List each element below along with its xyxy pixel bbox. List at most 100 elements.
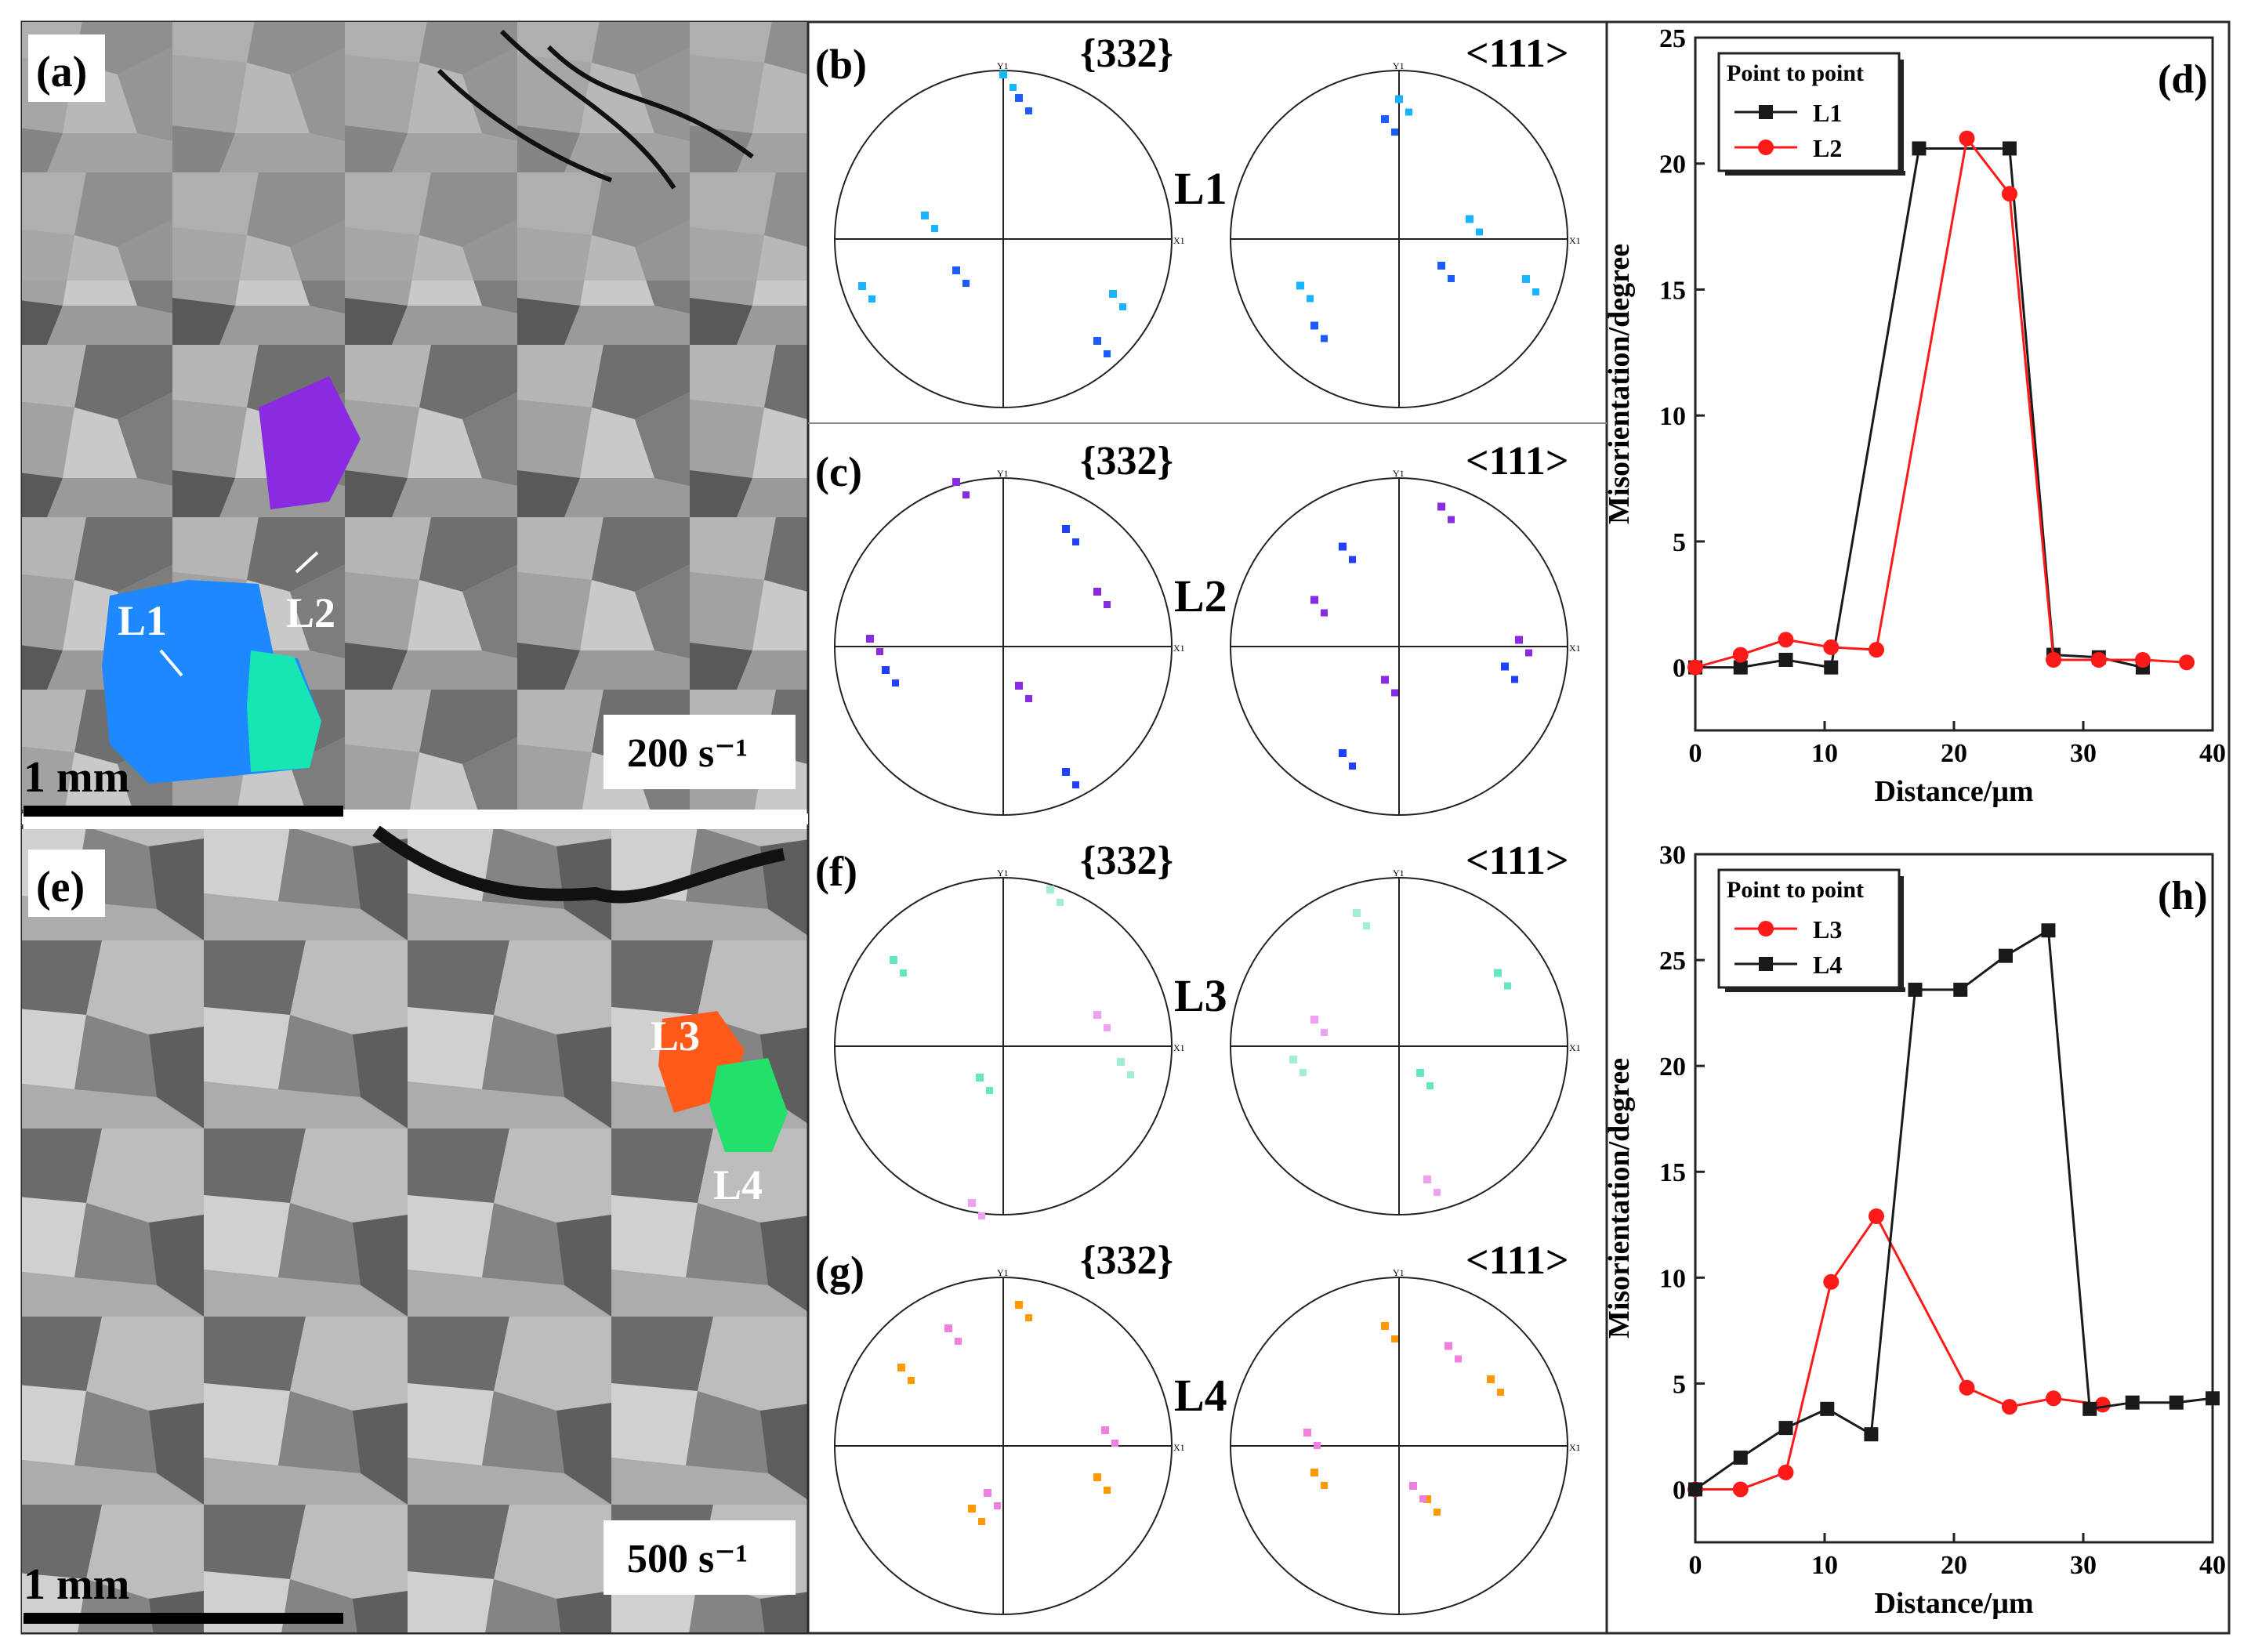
pole-dot bbox=[968, 1505, 976, 1513]
legend-label: L2 bbox=[1813, 134, 1842, 162]
pole-dot bbox=[1299, 1069, 1307, 1076]
pole-dot bbox=[1093, 1473, 1101, 1481]
pole-dot bbox=[931, 225, 938, 232]
pole-dot bbox=[900, 969, 907, 976]
pole-dot bbox=[1353, 909, 1361, 917]
y-tick-label: 15 bbox=[1659, 1158, 1686, 1187]
x-axis-label: Distance/μm bbox=[1874, 775, 2033, 808]
panel-label: (h) bbox=[2158, 874, 2208, 918]
pole-dot bbox=[1434, 1189, 1441, 1196]
pole-axis-y-label: Y1 bbox=[997, 468, 1009, 479]
pole-dot bbox=[1119, 303, 1126, 310]
pole-dot bbox=[978, 1212, 985, 1219]
micrograph-a bbox=[22, 22, 808, 810]
data-point-L2 bbox=[1687, 659, 1703, 676]
y-axis-label: Misorientation/degree bbox=[1603, 244, 1636, 524]
pole-dot bbox=[1501, 662, 1509, 671]
pole-dot bbox=[1391, 129, 1398, 136]
data-point-L1 bbox=[1912, 141, 1927, 156]
pole-dot bbox=[1381, 115, 1389, 123]
x-axis-label: Distance/μm bbox=[1874, 1587, 2033, 1620]
pole-dot bbox=[999, 71, 1007, 78]
pole-dot bbox=[1104, 601, 1111, 608]
pole-axis-x-label: X1 bbox=[1569, 643, 1581, 654]
data-point-L1 bbox=[1824, 660, 1839, 675]
legend-marker bbox=[1758, 921, 1774, 936]
pole-dot bbox=[1310, 321, 1318, 330]
pole-dot bbox=[1046, 886, 1054, 893]
pole-dot bbox=[1487, 1375, 1495, 1383]
pole-dot bbox=[1444, 1342, 1452, 1350]
pole-dot bbox=[1025, 107, 1032, 114]
y-tick-label: 5 bbox=[1673, 1370, 1686, 1399]
data-point-L2 bbox=[1823, 639, 1840, 655]
data-point-L4 bbox=[1864, 1427, 1879, 1442]
data-point-L2 bbox=[1959, 130, 1975, 147]
pole-dot bbox=[994, 1502, 1001, 1509]
panel-label: (d) bbox=[2158, 57, 2208, 102]
pole-dot bbox=[978, 1518, 985, 1525]
chart-h: 0 10 20 30 40 0 5 10 15 20 25 30 Distance/μm Misorien… bbox=[1603, 841, 2226, 1620]
pole-dot bbox=[1321, 335, 1328, 342]
pole-figures: (b) {332} <111> L1 Y1 X1 Y1 X1 (c) {332} <111> L2 Y1… bbox=[815, 31, 1581, 1615]
line-label-l4: L4 bbox=[713, 1161, 763, 1208]
pole-dot bbox=[968, 1199, 976, 1207]
pole-dot bbox=[858, 282, 866, 290]
pole-dot bbox=[984, 1489, 991, 1497]
data-point-L4 bbox=[1908, 982, 1923, 997]
grain-l2 bbox=[259, 376, 361, 509]
pole-dot bbox=[876, 648, 883, 655]
legend-label: L4 bbox=[1813, 951, 1842, 979]
data-point-L4 bbox=[1688, 1482, 1702, 1497]
scale-bar-a bbox=[24, 806, 343, 817]
y-tick-label: 5 bbox=[1673, 528, 1686, 557]
pole-dot bbox=[897, 1364, 905, 1371]
pole-dot bbox=[1363, 922, 1370, 929]
legend-shadow bbox=[1725, 987, 1905, 992]
y-tick-label: 30 bbox=[1659, 841, 1686, 870]
pole-col1-heading: {332} bbox=[1080, 31, 1173, 76]
pole-axis-y-label: Y1 bbox=[997, 1267, 1009, 1278]
pole-axis-x-label: X1 bbox=[1569, 235, 1581, 246]
pole-dot bbox=[1504, 982, 1511, 990]
pole-dot bbox=[1339, 542, 1347, 551]
pole-dot bbox=[890, 956, 897, 964]
pole-dot bbox=[1307, 295, 1314, 303]
pole-dot bbox=[1321, 1029, 1328, 1036]
data-point-L4 bbox=[1733, 1450, 1748, 1465]
line-label-l1: L1 bbox=[118, 597, 167, 644]
data-point-L3 bbox=[1732, 1481, 1749, 1498]
pole-row-label: (f) bbox=[815, 848, 857, 895]
legend-title: Point to point bbox=[1727, 877, 1864, 903]
data-point-L1 bbox=[2002, 141, 2017, 156]
data-point-L2 bbox=[2134, 651, 2151, 668]
pole-dot bbox=[866, 635, 874, 643]
x-tick-label: 10 bbox=[1811, 739, 1838, 768]
pole-line-label: L4 bbox=[1174, 1370, 1227, 1421]
pole-dot bbox=[1419, 1495, 1426, 1502]
pole-dot bbox=[1093, 588, 1101, 596]
pole-axis-y-label: Y1 bbox=[1393, 1267, 1405, 1278]
pole-col2-heading: <111> bbox=[1466, 439, 1569, 484]
data-point-L2 bbox=[2046, 651, 2062, 668]
pole-dot bbox=[868, 295, 875, 303]
pole-dot bbox=[1339, 749, 1347, 757]
pole-line-label: L1 bbox=[1174, 163, 1227, 214]
pole-dot bbox=[962, 280, 970, 287]
pole-axis-x-label: X1 bbox=[1173, 235, 1185, 246]
y-tick-label: 10 bbox=[1659, 402, 1686, 431]
pole-dot bbox=[1310, 596, 1318, 604]
y-axis-label: Misorientation/degree bbox=[1603, 1058, 1636, 1339]
pole-dot bbox=[1101, 1426, 1109, 1434]
pole-dot bbox=[1111, 1440, 1118, 1447]
pole-dot bbox=[1532, 288, 1539, 295]
chart-d: 0 10 20 30 40 0 5 10 15 20 25 Distance/μm Misorienta… bbox=[1603, 24, 2226, 808]
line-label-l2: L2 bbox=[286, 589, 335, 636]
pole-dot bbox=[1497, 1389, 1504, 1396]
pole-axis-x-label: X1 bbox=[1173, 1042, 1185, 1053]
pole-row-label: (c) bbox=[815, 448, 862, 495]
data-point-L2 bbox=[2090, 651, 2107, 668]
pole-dot bbox=[1466, 215, 1473, 223]
pole-dot bbox=[1025, 695, 1032, 702]
